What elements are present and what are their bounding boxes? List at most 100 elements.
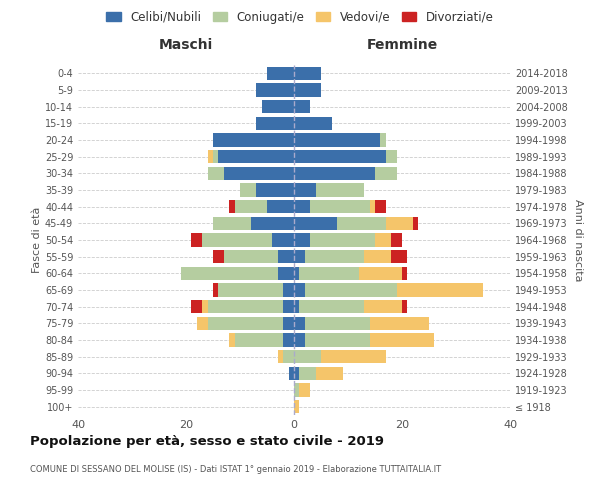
Bar xyxy=(294,366,299,380)
Bar xyxy=(337,216,386,230)
Bar xyxy=(208,166,224,180)
Bar xyxy=(370,316,429,330)
Bar xyxy=(272,234,294,246)
Bar xyxy=(218,284,283,296)
Bar xyxy=(321,350,386,364)
Bar xyxy=(262,100,294,114)
Bar xyxy=(299,384,310,396)
Bar xyxy=(235,200,267,213)
Bar xyxy=(267,200,294,213)
Bar xyxy=(316,366,343,380)
Bar xyxy=(316,184,364,196)
Bar xyxy=(386,216,413,230)
Bar xyxy=(256,184,294,196)
Bar xyxy=(375,200,386,213)
Bar xyxy=(294,84,321,96)
Bar xyxy=(294,116,332,130)
Bar xyxy=(294,384,299,396)
Bar xyxy=(267,66,294,80)
Bar xyxy=(294,334,305,346)
Bar xyxy=(278,250,294,264)
Bar xyxy=(294,184,316,196)
Bar xyxy=(310,200,370,213)
Bar xyxy=(197,316,208,330)
Bar xyxy=(294,400,299,413)
Bar xyxy=(294,316,305,330)
Bar xyxy=(218,150,294,164)
Bar xyxy=(294,66,321,80)
Bar xyxy=(294,134,380,146)
Bar xyxy=(299,366,316,380)
Bar xyxy=(359,266,402,280)
Bar xyxy=(256,84,294,96)
Bar xyxy=(202,234,272,246)
Bar xyxy=(370,334,434,346)
Text: Popolazione per età, sesso e stato civile - 2019: Popolazione per età, sesso e stato civil… xyxy=(30,435,384,448)
Bar xyxy=(229,334,235,346)
Bar xyxy=(213,284,218,296)
Bar xyxy=(213,250,224,264)
Y-axis label: Fasce di età: Fasce di età xyxy=(32,207,42,273)
Bar xyxy=(294,266,299,280)
Bar xyxy=(283,334,294,346)
Bar xyxy=(375,234,391,246)
Bar xyxy=(213,134,294,146)
Bar xyxy=(294,234,310,246)
Bar xyxy=(402,300,407,314)
Bar xyxy=(294,284,305,296)
Bar xyxy=(224,166,294,180)
Bar xyxy=(294,250,305,264)
Bar xyxy=(283,284,294,296)
Bar xyxy=(213,150,218,164)
Bar xyxy=(191,300,202,314)
Bar xyxy=(208,316,283,330)
Bar xyxy=(364,250,391,264)
Bar xyxy=(391,234,402,246)
Text: Femmine: Femmine xyxy=(367,38,437,52)
Bar xyxy=(208,300,283,314)
Bar xyxy=(283,350,294,364)
Bar xyxy=(294,350,321,364)
Bar xyxy=(224,250,278,264)
Bar xyxy=(208,150,213,164)
Bar xyxy=(305,250,364,264)
Bar xyxy=(202,300,208,314)
Bar xyxy=(294,150,386,164)
Bar xyxy=(299,266,359,280)
Bar xyxy=(256,116,294,130)
Bar xyxy=(375,166,397,180)
Bar xyxy=(289,366,294,380)
Bar xyxy=(294,166,375,180)
Bar xyxy=(278,266,294,280)
Bar xyxy=(386,150,397,164)
Bar xyxy=(213,216,251,230)
Bar xyxy=(283,300,294,314)
Bar xyxy=(240,184,256,196)
Bar xyxy=(305,284,397,296)
Bar xyxy=(181,266,278,280)
Bar xyxy=(413,216,418,230)
Bar xyxy=(380,134,386,146)
Bar xyxy=(235,334,283,346)
Bar xyxy=(391,250,407,264)
Text: COMUNE DI SESSANO DEL MOLISE (IS) - Dati ISTAT 1° gennaio 2019 - Elaborazione TU: COMUNE DI SESSANO DEL MOLISE (IS) - Dati… xyxy=(30,465,441,474)
Bar xyxy=(294,100,310,114)
Bar xyxy=(283,316,294,330)
Bar xyxy=(310,234,375,246)
Bar xyxy=(251,216,294,230)
Bar xyxy=(299,300,364,314)
Bar xyxy=(191,234,202,246)
Bar xyxy=(402,266,407,280)
Bar xyxy=(370,200,375,213)
Bar xyxy=(294,216,337,230)
Bar xyxy=(305,316,370,330)
Legend: Celibi/Nubili, Coniugati/e, Vedovi/e, Divorziati/e: Celibi/Nubili, Coniugati/e, Vedovi/e, Di… xyxy=(101,6,499,28)
Bar xyxy=(305,334,370,346)
Bar xyxy=(294,300,299,314)
Bar xyxy=(397,284,483,296)
Text: Maschi: Maschi xyxy=(159,38,213,52)
Bar xyxy=(364,300,402,314)
Y-axis label: Anni di nascita: Anni di nascita xyxy=(573,198,583,281)
Bar xyxy=(294,200,310,213)
Bar xyxy=(278,350,283,364)
